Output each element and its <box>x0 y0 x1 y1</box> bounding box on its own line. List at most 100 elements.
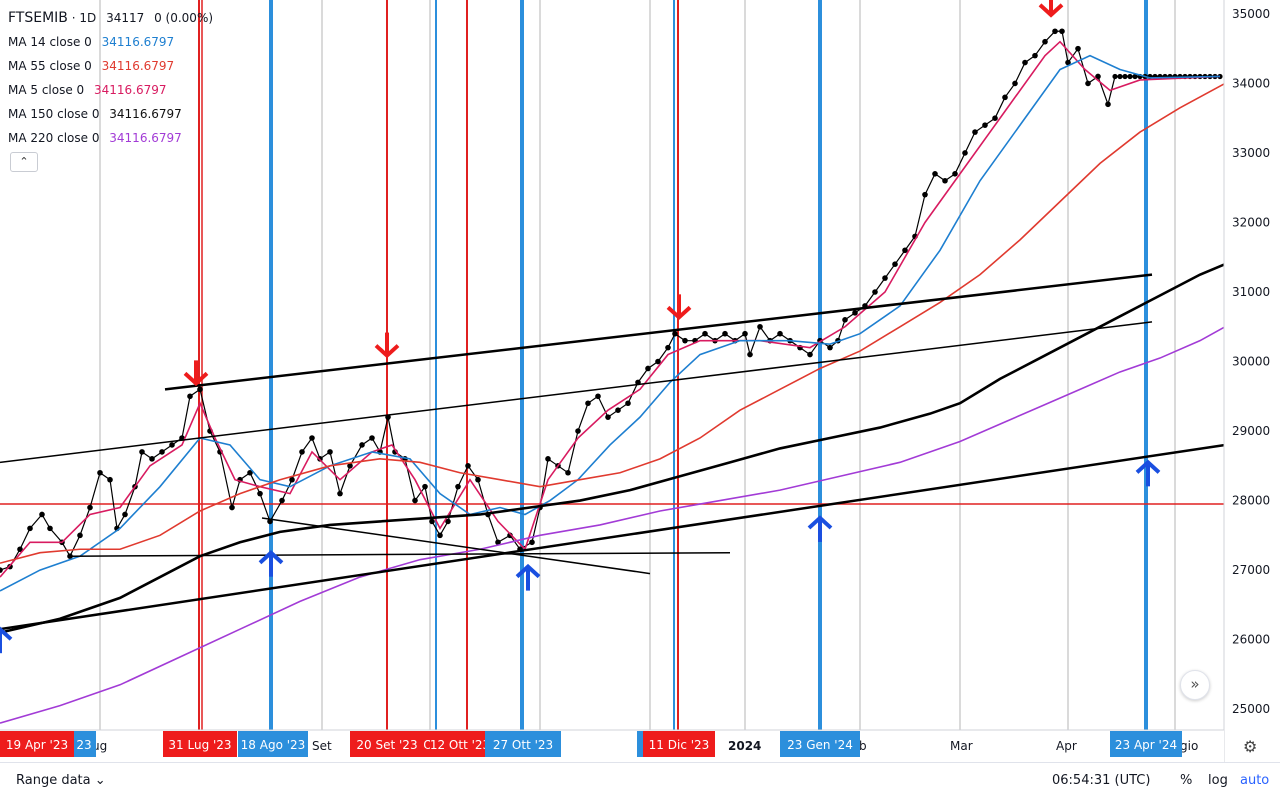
date-tag: 27 Ott '23 <box>493 738 553 752</box>
price-point <box>982 122 988 128</box>
price-point <box>722 330 728 337</box>
price-point <box>422 483 428 490</box>
ma-row[interactable]: MA 14 close 0 34116.6797 <box>8 30 213 54</box>
price-point <box>595 393 601 400</box>
date-tag: 19 Apr '23 <box>6 738 68 752</box>
ma-label: MA 14 close 0 <box>8 35 92 49</box>
log-toggle[interactable]: log <box>1208 773 1228 788</box>
x-tick-label: b <box>859 739 867 753</box>
y-tick-label: 33000 <box>1232 146 1270 160</box>
y-tick-label: 31000 <box>1232 285 1270 299</box>
arrow-up-icon <box>0 626 13 641</box>
price-point <box>369 435 375 441</box>
price-point <box>107 476 113 483</box>
interval[interactable]: 1D <box>79 11 97 25</box>
range-data-button[interactable]: Range data ⌄ <box>16 773 106 788</box>
series-line <box>0 30 1220 571</box>
price-point <box>1075 45 1081 52</box>
date-tag-bg <box>163 731 237 757</box>
trendline[interactable] <box>0 321 1153 464</box>
price-point <box>77 532 83 539</box>
date-tag: 23 <box>76 738 91 752</box>
collapse-legend-button[interactable]: ⌃ <box>10 152 38 172</box>
scroll-to-realtime-button[interactable]: » <box>1180 670 1210 700</box>
auto-toggle[interactable]: auto <box>1240 773 1270 788</box>
ma-value: 34116.6797 <box>101 59 175 73</box>
ma-row[interactable]: MA 5 close 0 34116.6797 <box>8 78 213 102</box>
price-chart[interactable]: 25000 26000 27000 28000 29000 30000 31000 32000… <box>0 0 1280 762</box>
price-point <box>615 407 621 413</box>
ma-row[interactable]: MA 55 close 0 34116.6797 <box>8 54 213 78</box>
price-point <box>309 435 315 441</box>
symbol-name[interactable]: FTSEMIB <box>8 10 68 26</box>
gear-icon[interactable]: ⚙ <box>1243 737 1258 756</box>
ma-value: 34116.6797 <box>109 107 182 121</box>
price-point <box>807 351 813 358</box>
date-tag-bg <box>238 731 308 757</box>
trendline[interactable] <box>261 517 651 575</box>
bottom-toolbar: Range data ⌄ 06:54:31 (UTC) % log auto <box>0 762 1280 801</box>
vertical-date-markers <box>198 0 1148 730</box>
price-point <box>872 289 878 295</box>
price-point <box>169 442 175 448</box>
y-tick-label: 34000 <box>1232 76 1270 90</box>
last-price: 34117 <box>106 11 145 25</box>
price-point <box>17 546 23 553</box>
trendline[interactable] <box>0 443 1226 631</box>
price-point <box>159 449 165 455</box>
price-point <box>279 497 285 504</box>
ma-label: MA 220 close 0 <box>8 131 100 145</box>
arrow-down-icon <box>183 371 209 387</box>
x-tick-label: Mar <box>950 739 973 753</box>
series-line <box>0 82 1226 564</box>
date-tag-bg <box>637 731 645 757</box>
price-point <box>1059 28 1065 35</box>
ma-row[interactable]: MA 220 close 0 34116.6797 <box>8 126 213 150</box>
price-point <box>742 330 748 337</box>
price-point <box>1052 28 1058 35</box>
price-point <box>445 518 451 525</box>
price-point <box>412 497 418 504</box>
utc-clock[interactable]: 06:54:31 (UTC) <box>1052 773 1151 788</box>
price-point <box>902 247 908 254</box>
price-point <box>122 511 128 518</box>
percent-toggle[interactable]: % <box>1180 773 1193 788</box>
y-tick-label: 27000 <box>1232 563 1270 577</box>
price-point <box>585 400 591 407</box>
y-tick-label: 26000 <box>1232 633 1270 647</box>
price-point <box>97 469 103 476</box>
price-point <box>1085 80 1091 87</box>
price-point <box>645 365 651 372</box>
price-point <box>972 129 978 135</box>
price-point <box>257 490 263 497</box>
chart-legend: FTSEMIB · 1D 34117 0 (0.00%) MA 14 close… <box>8 6 213 150</box>
price-point <box>247 469 253 476</box>
arrow-down-icon <box>666 305 692 321</box>
ma-label: MA 55 close 0 <box>8 59 92 73</box>
arrow-down-icon <box>374 344 400 359</box>
price-point <box>655 358 661 365</box>
x-tick-label: Apr <box>1056 739 1077 753</box>
symbol-row: FTSEMIB · 1D 34117 0 (0.00%) <box>8 10 214 26</box>
date-tag: 23 Apr '24 <box>1115 738 1177 752</box>
price-point <box>992 115 998 121</box>
price-point <box>932 171 938 177</box>
trendline[interactable] <box>69 551 731 557</box>
price-point <box>337 490 343 497</box>
y-axis: 25000 26000 27000 28000 29000 30000 31000 32000… <box>1223 0 1280 762</box>
price-point <box>1012 80 1018 87</box>
price-point <box>327 449 333 455</box>
price-point <box>139 449 145 455</box>
ma-label: MA 150 close 0 <box>8 107 100 121</box>
price-point <box>1127 73 1133 80</box>
chevron-down-icon: ⌄ <box>94 773 106 788</box>
range-label: Range data <box>16 773 91 788</box>
arrow-up-icon <box>515 563 541 579</box>
y-tick-label: 28000 <box>1232 494 1270 508</box>
series-line <box>0 326 1226 724</box>
trendline[interactable] <box>164 273 1153 391</box>
price-point <box>1095 73 1101 80</box>
ma-row[interactable]: MA 150 close 0 34116.6797 <box>8 102 213 126</box>
price-point <box>1112 73 1118 80</box>
